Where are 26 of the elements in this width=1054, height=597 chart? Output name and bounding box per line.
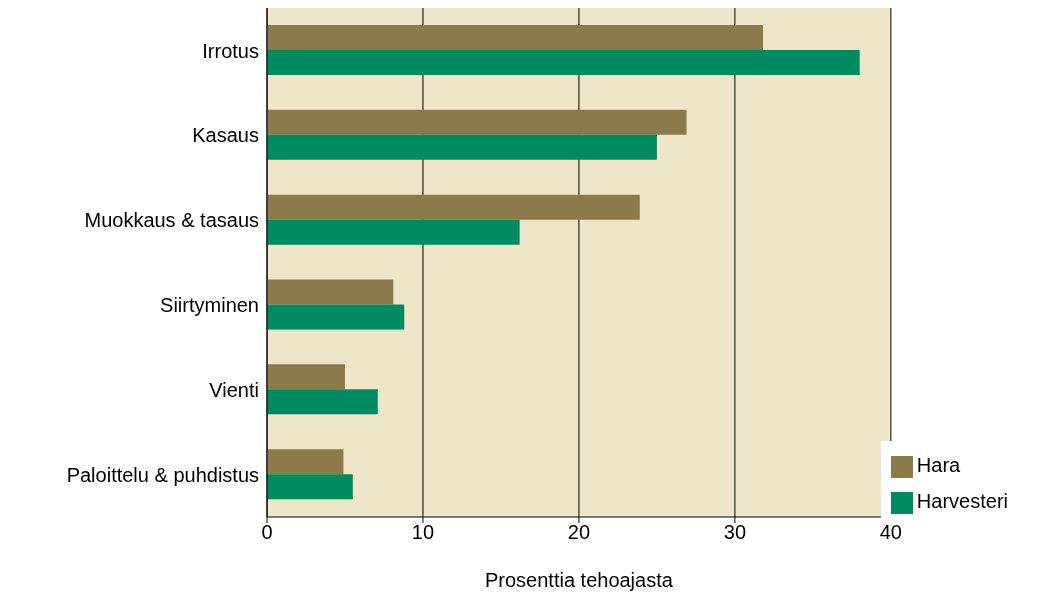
legend-label: Harvesteri bbox=[916, 490, 1008, 512]
y-tick-label: Irrotus bbox=[202, 39, 259, 62]
y-tick-label: Paloittelu & puhdistus bbox=[66, 463, 259, 486]
x-tick-label: 40 bbox=[879, 521, 902, 544]
bar bbox=[267, 219, 520, 245]
bar bbox=[267, 50, 860, 75]
bar bbox=[267, 279, 394, 305]
y-tick-label: Kasaus bbox=[192, 124, 259, 147]
y-tick-label: Siirtyminen bbox=[160, 294, 259, 317]
bar bbox=[267, 109, 687, 135]
bar bbox=[267, 449, 344, 475]
bar bbox=[267, 364, 345, 390]
x-tick-label: 0 bbox=[261, 521, 273, 544]
bar bbox=[267, 389, 378, 415]
bar bbox=[267, 134, 657, 160]
x-axis-title: Prosenttia tehoajasta bbox=[484, 569, 674, 591]
bar bbox=[267, 474, 353, 500]
bar bbox=[267, 194, 640, 220]
bar bbox=[267, 304, 405, 330]
x-tick-label: 30 bbox=[723, 521, 747, 544]
legend-label: Hara bbox=[916, 454, 961, 476]
bar bbox=[267, 25, 763, 50]
x-tick-label: 10 bbox=[411, 521, 435, 544]
y-tick-label: Muokkaus & tasaus bbox=[84, 209, 259, 232]
x-tick-label: 20 bbox=[567, 521, 591, 544]
y-tick-label: Vienti bbox=[209, 378, 259, 401]
